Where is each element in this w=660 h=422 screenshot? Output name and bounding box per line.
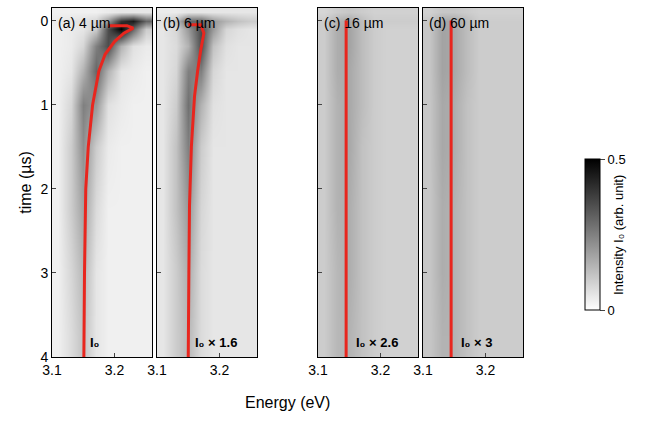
svg-text:3.2: 3.2	[210, 362, 230, 378]
svg-text:time (µs): time (µs)	[17, 151, 34, 214]
svg-text:3: 3	[40, 265, 48, 281]
svg-text:Intensity I₀ (arb. unit): Intensity I₀ (arb. unit)	[611, 175, 626, 295]
svg-text:Energy (eV): Energy (eV)	[245, 394, 330, 411]
svg-text:1: 1	[40, 97, 48, 113]
svg-text:3.1: 3.1	[413, 362, 433, 378]
svg-text:I₀: I₀	[90, 335, 100, 350]
svg-text:3.2: 3.2	[371, 362, 391, 378]
svg-text:3.1: 3.1	[147, 362, 167, 378]
svg-text:(c) 16 µm: (c) 16 µm	[324, 15, 383, 31]
svg-text:0: 0	[40, 13, 48, 29]
svg-text:I₀ × 1.6: I₀ × 1.6	[195, 335, 237, 350]
svg-text:0: 0	[608, 303, 615, 318]
svg-text:0.5: 0.5	[608, 152, 626, 167]
svg-text:(d) 60 µm: (d) 60 µm	[429, 15, 489, 31]
svg-text:3.1: 3.1	[308, 362, 328, 378]
svg-text:(b) 6 µm: (b) 6 µm	[163, 15, 215, 31]
svg-text:3.2: 3.2	[105, 362, 125, 378]
svg-text:3.1: 3.1	[42, 362, 62, 378]
svg-text:2: 2	[40, 181, 48, 197]
svg-text:3.2: 3.2	[476, 362, 496, 378]
svg-text:I₀ × 3: I₀ × 3	[461, 335, 493, 350]
svg-text:4: 4	[40, 349, 48, 365]
svg-text:(a) 4 µm: (a) 4 µm	[58, 15, 110, 31]
svg-text:I₀ × 2.6: I₀ × 2.6	[356, 335, 398, 350]
